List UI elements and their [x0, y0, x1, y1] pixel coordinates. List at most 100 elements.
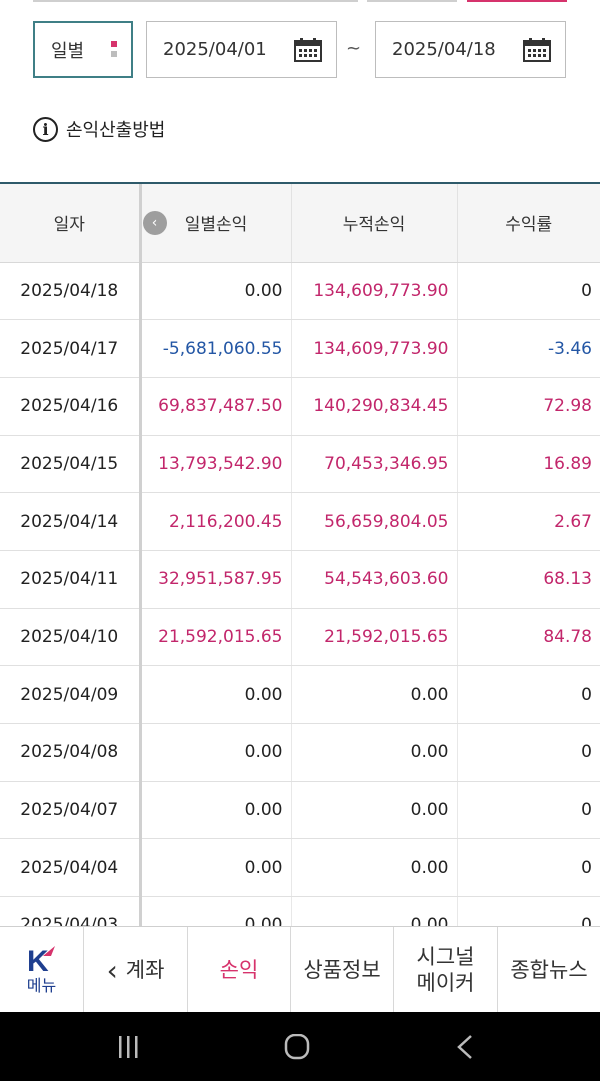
table-row[interactable]: 2025/04/17 -5,681,060.55 134,609,773.90 -3.… [0, 319, 600, 378]
tab-signal-maker[interactable]: 시그널 메이커 [393, 927, 497, 1013]
tab-account[interactable]: ‹ 계좌 [83, 927, 187, 1013]
cell-daily-profit: 0.00 [139, 665, 291, 724]
cell-cumulative-profit: 0.00 [290, 723, 457, 782]
cell-date: 2025/04/09 [0, 665, 142, 724]
table-header-row: 일자 ‹ 일별손익 누적손익 수익률 [0, 184, 600, 263]
cell-return-rate: 0 [456, 781, 600, 840]
tab-news-label: 종합뉴스 [510, 957, 588, 982]
cell-cumulative-profit: 21,592,015.65 [290, 608, 457, 667]
cell-return-rate: 0 [456, 665, 600, 724]
cell-return-rate: -3.46 [456, 319, 600, 378]
calendar-icon[interactable] [294, 38, 322, 62]
cell-return-rate: 0 [456, 723, 600, 782]
back-icon[interactable] [445, 1034, 485, 1060]
cell-cumulative-profit: 56,659,804.05 [290, 492, 457, 551]
table-body: 2025/04/18 0.00 134,609,773.90 0 2025/04/17-… [0, 262, 600, 926]
cell-return-rate: 16.89 [456, 435, 600, 494]
table-row[interactable]: 2025/04/14 2,116,200.45 56,659,804.05 2.67 [0, 492, 600, 551]
tab-profit[interactable]: 손익 [187, 927, 290, 1013]
cell-return-rate: 0 [456, 896, 600, 926]
top-strip-segment [367, 0, 457, 2]
tab-account-label: 계좌 [125, 957, 165, 982]
table-row[interactable]: 2025/04/18 0.00 134,609,773.90 0 [0, 262, 600, 321]
tab-signal-maker-line2: 메이커 [416, 971, 475, 995]
tab-product-info[interactable]: 상품정보 [290, 927, 393, 1013]
top-strip [0, 0, 600, 6]
cell-cumulative-profit: 0.00 [290, 781, 457, 840]
cell-cumulative-profit: 0.00 [290, 665, 457, 724]
profit-table-container[interactable]: 일자 ‹ 일별손익 누적손익 수익률 2025/04/18 0.00 134,609… [0, 182, 600, 926]
cell-date: 2025/04/14 [0, 492, 142, 551]
cell-cumulative-profit: 140,290,834.45 [290, 377, 457, 436]
profit-calculation-method-label: 손익산출방법 [66, 120, 166, 141]
cell-date: 2025/04/17 [0, 319, 142, 378]
end-date-field[interactable]: 2025/04/18 [375, 21, 566, 78]
cell-date: 2025/04/07 [0, 781, 142, 840]
cell-return-rate: 72.98 [456, 377, 600, 436]
cell-daily-profit: -5,681,060.55 [139, 319, 291, 378]
cell-date: 2025/04/08 [0, 723, 142, 782]
recent-apps-icon[interactable] [108, 1034, 148, 1060]
table-row[interactable]: 2025/04/07 0.00 0.00 0 [0, 781, 600, 840]
dropdown-dots-icon [111, 41, 117, 61]
table-row[interactable]: 2025/04/04 0.00 0.00 0 [0, 838, 600, 898]
cell-cumulative-profit: 134,609,773.90 [290, 262, 457, 321]
end-date-value: 2025/04/18 [392, 39, 496, 60]
start-date-value: 2025/04/01 [163, 39, 267, 60]
cell-daily-profit: 0.00 [139, 896, 291, 926]
cell-daily-profit: 0.00 [139, 262, 291, 321]
android-nav-bar [0, 1012, 600, 1081]
svg-text:K: K [27, 945, 49, 974]
menu-label: 메뉴 [26, 976, 57, 995]
cell-date: 2025/04/15 [0, 435, 142, 494]
cell-return-rate: 0 [456, 838, 600, 898]
cell-date: 2025/04/16 [0, 377, 142, 436]
chevron-left-icon: ‹ [106, 953, 118, 987]
calendar-icon[interactable] [523, 38, 551, 62]
cell-return-rate: 2.67 [456, 492, 600, 551]
tab-product-info-label: 상품정보 [303, 957, 381, 982]
table-row[interactable]: 2025/04/15 13,793,542.90 70,453,346.95 16.8… [0, 435, 600, 494]
cell-daily-profit: 69,837,487.50 [139, 377, 291, 436]
tab-news[interactable]: 종합뉴스 [497, 927, 600, 1013]
header-daily-profit: ‹ 일별손익 [139, 184, 291, 263]
cell-cumulative-profit: 0.00 [290, 896, 457, 926]
top-strip-segment [33, 0, 358, 2]
info-icon: i [33, 116, 58, 142]
home-icon[interactable] [277, 1034, 317, 1060]
menu-button[interactable]: K 메뉴 [0, 927, 83, 1013]
cell-daily-profit: 0.00 [139, 781, 291, 840]
table-row[interactable]: 2025/04/08 0.00 0.00 0 [0, 723, 600, 782]
collapse-left-icon[interactable]: ‹ [142, 211, 167, 235]
cell-daily-profit: 0.00 [139, 838, 291, 898]
table-row[interactable]: 2025/04/09 0.00 0.00 0 [0, 665, 600, 724]
bottom-tab-bar: K 메뉴 ‹ 계좌 손익 상품정보 시그널 메이커 종합뉴스 [0, 926, 600, 1013]
cell-date: 2025/04/04 [0, 838, 142, 898]
table-row[interactable]: 2025/04/16 69,837,487.50 140,290,834.45 72.… [0, 377, 600, 436]
profit-calculation-method-link[interactable]: i 손익산출방법 [33, 114, 165, 144]
cell-return-rate: 68.13 [456, 550, 600, 609]
cell-date: 2025/04/18 [0, 262, 142, 321]
cell-date: 2025/04/11 [0, 550, 142, 609]
k-logo-icon: K [27, 945, 55, 974]
start-date-field[interactable]: 2025/04/01 [146, 21, 337, 78]
table-row[interactable]: 2025/04/11 32,951,587.95 54,543,603.60 68.1… [0, 550, 600, 609]
cell-daily-profit: 13,793,542.90 [139, 435, 291, 494]
table-row[interactable]: 2025/04/10 21,592,015.65 21,592,015.65 84.7… [0, 608, 600, 667]
table-row[interactable]: 2025/04/03 0.00 0.00 0 [0, 896, 600, 926]
cell-cumulative-profit: 0.00 [290, 838, 457, 898]
cell-daily-profit: 32,951,587.95 [139, 550, 291, 609]
period-select[interactable]: 일별 [33, 21, 133, 78]
cell-cumulative-profit: 54,543,603.60 [290, 550, 457, 609]
header-cumulative-profit: 누적손익 [290, 184, 457, 263]
cell-cumulative-profit: 70,453,346.95 [290, 435, 457, 494]
cell-daily-profit: 2,116,200.45 [139, 492, 291, 551]
cell-return-rate: 84.78 [456, 608, 600, 667]
filter-row: 일별 2025/04/01 ~ 2025/04/18 [33, 20, 573, 78]
cell-date: 2025/04/10 [0, 608, 142, 667]
tab-profit-label: 손익 [219, 957, 259, 982]
header-daily-profit-label: 일별손익 [184, 215, 248, 236]
cell-return-rate: 0 [456, 262, 600, 321]
cell-cumulative-profit: 134,609,773.90 [290, 319, 457, 378]
header-return-rate: 수익률 [456, 184, 600, 263]
